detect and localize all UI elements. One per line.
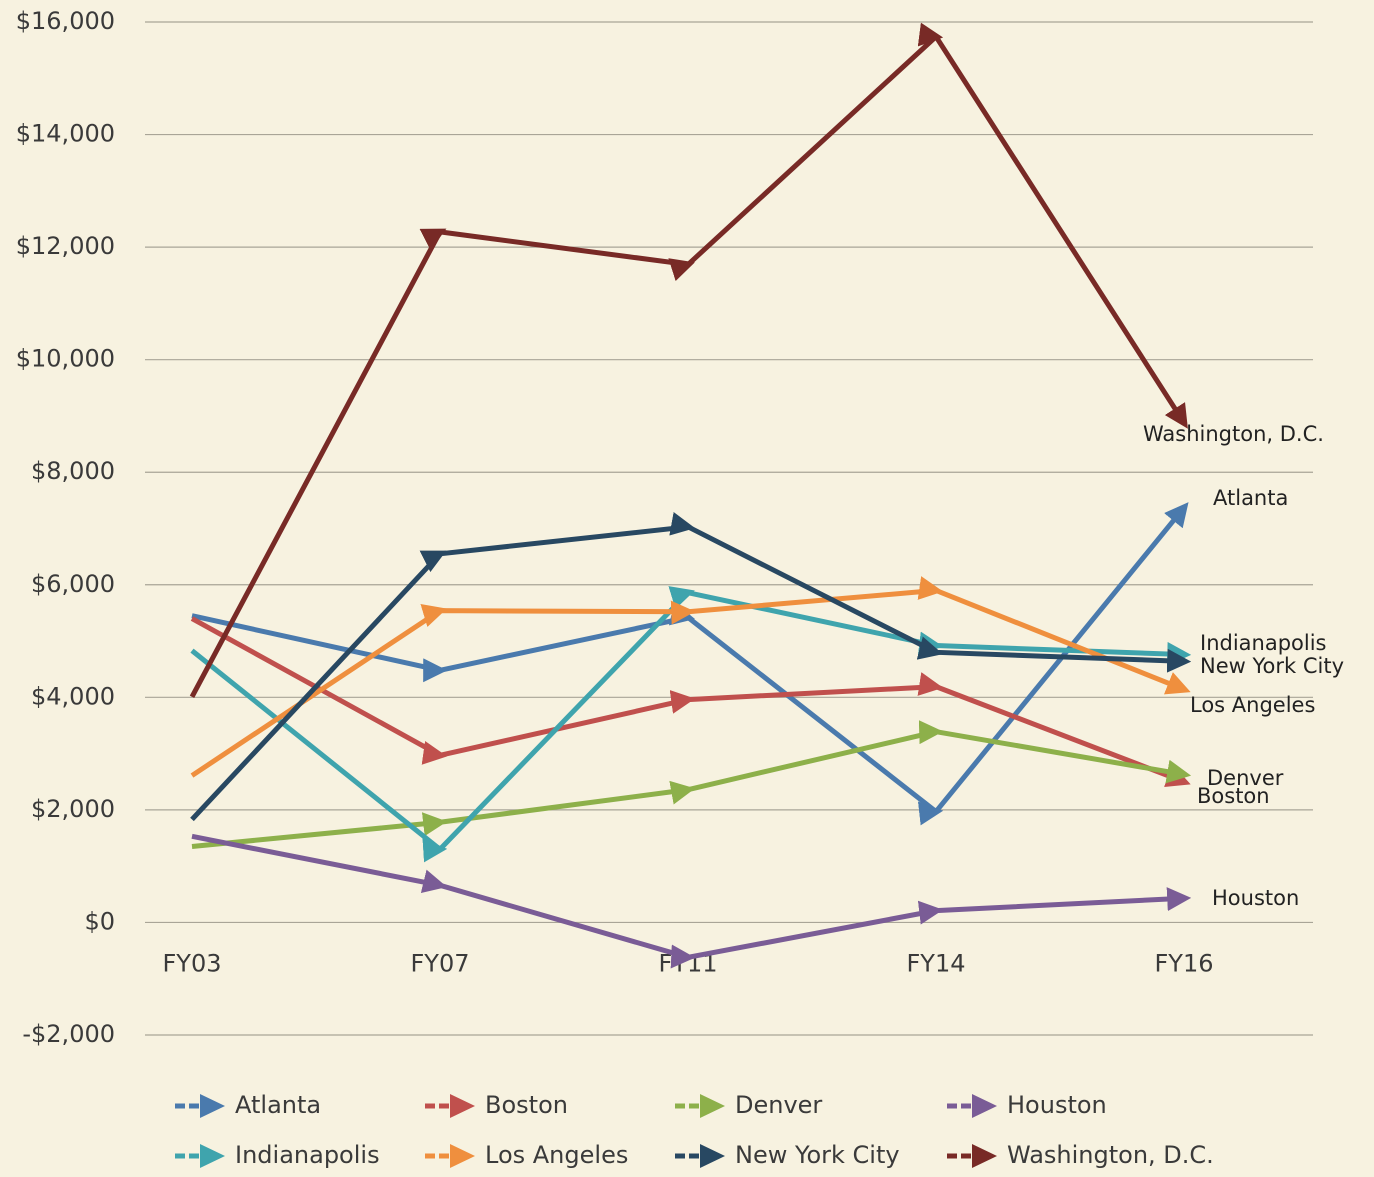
legend-marker	[700, 1094, 725, 1118]
y-tick-label: -$2,000	[22, 1020, 115, 1048]
end-label: New York City	[1200, 654, 1344, 678]
y-tick-label: $14,000	[16, 120, 115, 148]
y-tick-label: $4,000	[31, 682, 115, 710]
legend-marker	[450, 1144, 475, 1168]
y-tick-label: $0	[84, 907, 115, 935]
end-label: Los Angeles	[1190, 693, 1315, 717]
legend-marker	[700, 1144, 725, 1168]
legend-label: Denver	[735, 1091, 822, 1119]
y-tick-label: $6,000	[31, 570, 115, 598]
series-line	[191, 833, 1192, 969]
end-label: Indianapolis	[1200, 631, 1327, 655]
end-label: Atlanta	[1213, 486, 1288, 510]
legend-label: New York City	[735, 1141, 900, 1169]
series-line	[190, 511, 1192, 822]
legend-label: Houston	[1007, 1091, 1107, 1119]
end-label: Houston	[1212, 886, 1299, 910]
end-label: Boston	[1197, 784, 1270, 808]
series-line	[190, 616, 1191, 787]
end-label: Washington, D.C.	[1143, 422, 1324, 446]
x-tick-label: FY16	[1154, 949, 1213, 977]
legend-marker	[450, 1094, 475, 1118]
legend-label: Washington, D.C.	[1007, 1141, 1214, 1169]
legend-marker	[972, 1094, 997, 1118]
legend-marker	[200, 1144, 225, 1168]
legend-label: Indianapolis	[235, 1141, 380, 1169]
legend-label: Atlanta	[235, 1091, 321, 1119]
y-tick-label: $10,000	[16, 345, 115, 373]
x-tick-label: FY14	[906, 949, 965, 977]
end-label: Denver	[1207, 766, 1284, 790]
series-line	[189, 22, 1188, 698]
legend-marker	[972, 1144, 997, 1168]
legend-marker	[200, 1094, 225, 1118]
x-tick-label: FY03	[162, 949, 221, 977]
y-tick-label: $8,000	[31, 457, 115, 485]
series-line	[191, 720, 1192, 849]
legend-label: Boston	[485, 1091, 568, 1119]
y-tick-label: $12,000	[16, 232, 115, 260]
y-tick-label: $2,000	[31, 795, 115, 823]
y-tick-label: $16,000	[16, 7, 115, 35]
x-tick-label: FY07	[410, 949, 469, 977]
legend-label: Los Angeles	[485, 1141, 628, 1169]
